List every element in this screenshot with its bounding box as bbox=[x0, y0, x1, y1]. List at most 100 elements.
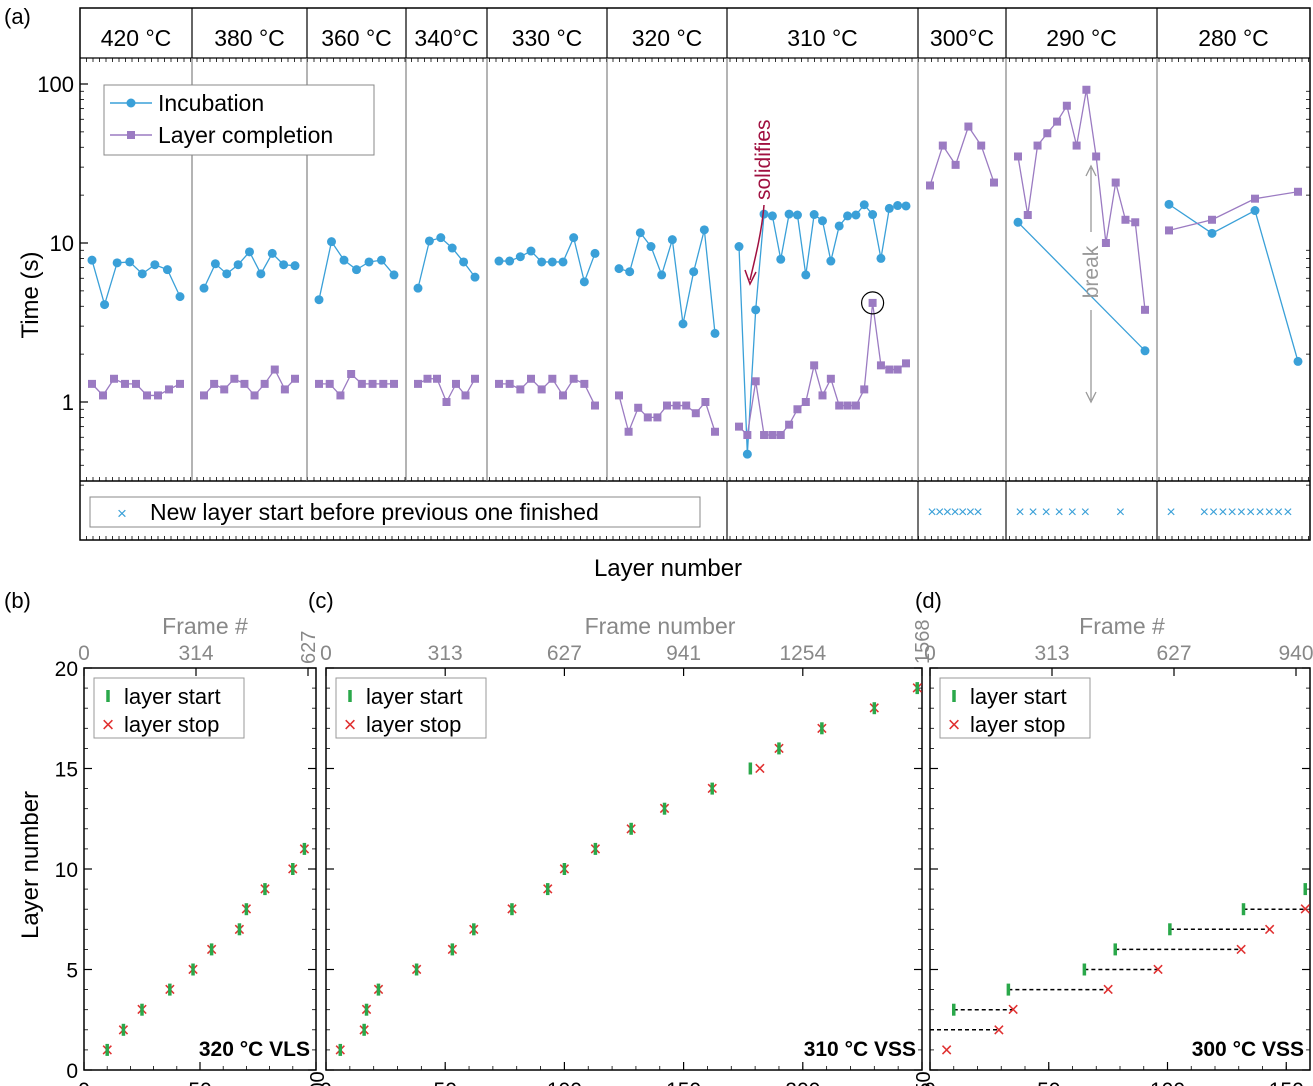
incubation-line bbox=[1017, 221, 1146, 352]
top-axis-label: Frame number bbox=[585, 613, 736, 639]
completion-point bbox=[643, 413, 652, 422]
panel-d-label: (d) bbox=[915, 588, 942, 613]
incubation-line bbox=[1168, 203, 1299, 362]
incubation-point bbox=[245, 247, 254, 257]
completion-point bbox=[1082, 85, 1091, 94]
segment-temperature-label: 420 °C bbox=[101, 25, 172, 51]
incubation-point bbox=[843, 211, 853, 221]
top-axis-label: Frame # bbox=[1079, 613, 1165, 639]
incubation-point bbox=[267, 248, 277, 258]
completion-point bbox=[1294, 187, 1302, 196]
x-tick-label: 100 bbox=[1150, 1079, 1185, 1086]
completion-point bbox=[977, 141, 986, 150]
incubation-point bbox=[424, 236, 434, 246]
incubation-point bbox=[625, 267, 635, 277]
completion-point bbox=[220, 385, 229, 394]
layer-stop-marker: × bbox=[754, 758, 766, 781]
incubation-point bbox=[678, 319, 688, 329]
early-start-cross: × bbox=[1265, 504, 1274, 521]
completion-point bbox=[368, 379, 377, 388]
incubation-point bbox=[436, 233, 446, 243]
incubation-point bbox=[210, 259, 220, 269]
top-tick-label: 1254 bbox=[779, 642, 826, 665]
completion-point bbox=[1023, 211, 1032, 220]
annotation-break: break bbox=[1080, 245, 1103, 298]
completion-point bbox=[442, 398, 451, 406]
y-tick-label: 15 bbox=[55, 759, 78, 782]
incubation-point bbox=[137, 269, 147, 279]
completion-point bbox=[760, 431, 769, 440]
segment-temperature-label: 310 °C bbox=[787, 25, 858, 51]
legend-stop-label: layer stop bbox=[366, 712, 461, 737]
early-start-cross: × bbox=[1209, 504, 1218, 521]
y-tick-label: 5 bbox=[66, 960, 78, 983]
incubation-point bbox=[809, 210, 819, 220]
early-start-cross: × bbox=[950, 504, 959, 521]
panel-a-label: (a) bbox=[4, 4, 31, 29]
completion-point bbox=[461, 391, 470, 400]
incubation-point bbox=[314, 295, 324, 305]
incubation-point bbox=[377, 255, 386, 265]
completion-point bbox=[851, 401, 860, 410]
completion-point bbox=[1062, 101, 1071, 110]
panel-b-y-axis-label: Layer number bbox=[17, 791, 44, 939]
completion-point bbox=[423, 374, 432, 383]
early-start-cross: × bbox=[1081, 504, 1090, 521]
early-start-cross: × bbox=[966, 504, 975, 521]
early-start-cross: × bbox=[1283, 504, 1292, 521]
completion-point bbox=[414, 379, 422, 388]
incubation-point bbox=[339, 255, 349, 265]
completion-point bbox=[433, 374, 441, 383]
panel-c-label: (c) bbox=[308, 588, 334, 613]
completion-point bbox=[1208, 215, 1216, 224]
legend-start-label: layer start bbox=[970, 684, 1067, 709]
legend-completion-label: Layer completion bbox=[158, 122, 333, 148]
early-start-cross: × bbox=[1015, 504, 1024, 521]
incubation-point bbox=[742, 449, 752, 459]
completion-point bbox=[818, 391, 827, 400]
x-tick-label: 0 bbox=[924, 1079, 936, 1086]
segment-temperature-label: 290 °C bbox=[1046, 25, 1117, 51]
completion-point bbox=[835, 401, 844, 410]
incubation-point bbox=[125, 257, 135, 267]
legend-start-label: layer start bbox=[124, 684, 221, 709]
early-start-cross: × bbox=[943, 504, 952, 521]
completion-point bbox=[1033, 141, 1042, 150]
top-tick-label: 940 bbox=[1278, 642, 1313, 665]
incubation-point bbox=[590, 248, 600, 258]
completion-line bbox=[929, 125, 995, 186]
incubation-point bbox=[447, 243, 457, 253]
completion-point bbox=[121, 379, 129, 388]
top-tick-label: 1568 bbox=[912, 620, 934, 665]
early-start-cross: × bbox=[973, 504, 982, 521]
completion-point bbox=[347, 370, 356, 379]
top-tick-label: 627 bbox=[547, 642, 582, 665]
legend-start-label: layer start bbox=[366, 684, 463, 709]
completion-point bbox=[505, 379, 514, 388]
incubation-point bbox=[851, 210, 861, 220]
incubation-point bbox=[290, 261, 300, 271]
completion-point bbox=[165, 385, 173, 394]
completion-point bbox=[154, 391, 162, 400]
x-tick-label: 0 bbox=[78, 1079, 90, 1086]
layer-stop-marker: × bbox=[993, 1019, 1005, 1042]
completion-point bbox=[260, 379, 269, 388]
y-tick-label: 20 bbox=[55, 658, 78, 681]
segment-temperature-label: 300°C bbox=[930, 25, 994, 51]
incubation-point bbox=[87, 255, 97, 265]
completion-point bbox=[653, 413, 662, 422]
incubation-line bbox=[738, 203, 907, 455]
completion-point bbox=[452, 379, 460, 388]
incubation-point bbox=[1250, 206, 1260, 216]
completion-point bbox=[516, 385, 525, 394]
x-tick-label: 100 bbox=[307, 1071, 329, 1086]
completion-point bbox=[1251, 194, 1259, 203]
completion-point bbox=[735, 422, 743, 431]
incubation-point bbox=[112, 258, 122, 268]
incubation-point bbox=[1207, 228, 1217, 238]
incubation-point bbox=[734, 242, 744, 252]
top-tick-label: 941 bbox=[666, 642, 701, 665]
completion-point bbox=[143, 391, 151, 400]
lower-legend-cross: × bbox=[117, 504, 127, 523]
incubation-point bbox=[175, 292, 185, 302]
